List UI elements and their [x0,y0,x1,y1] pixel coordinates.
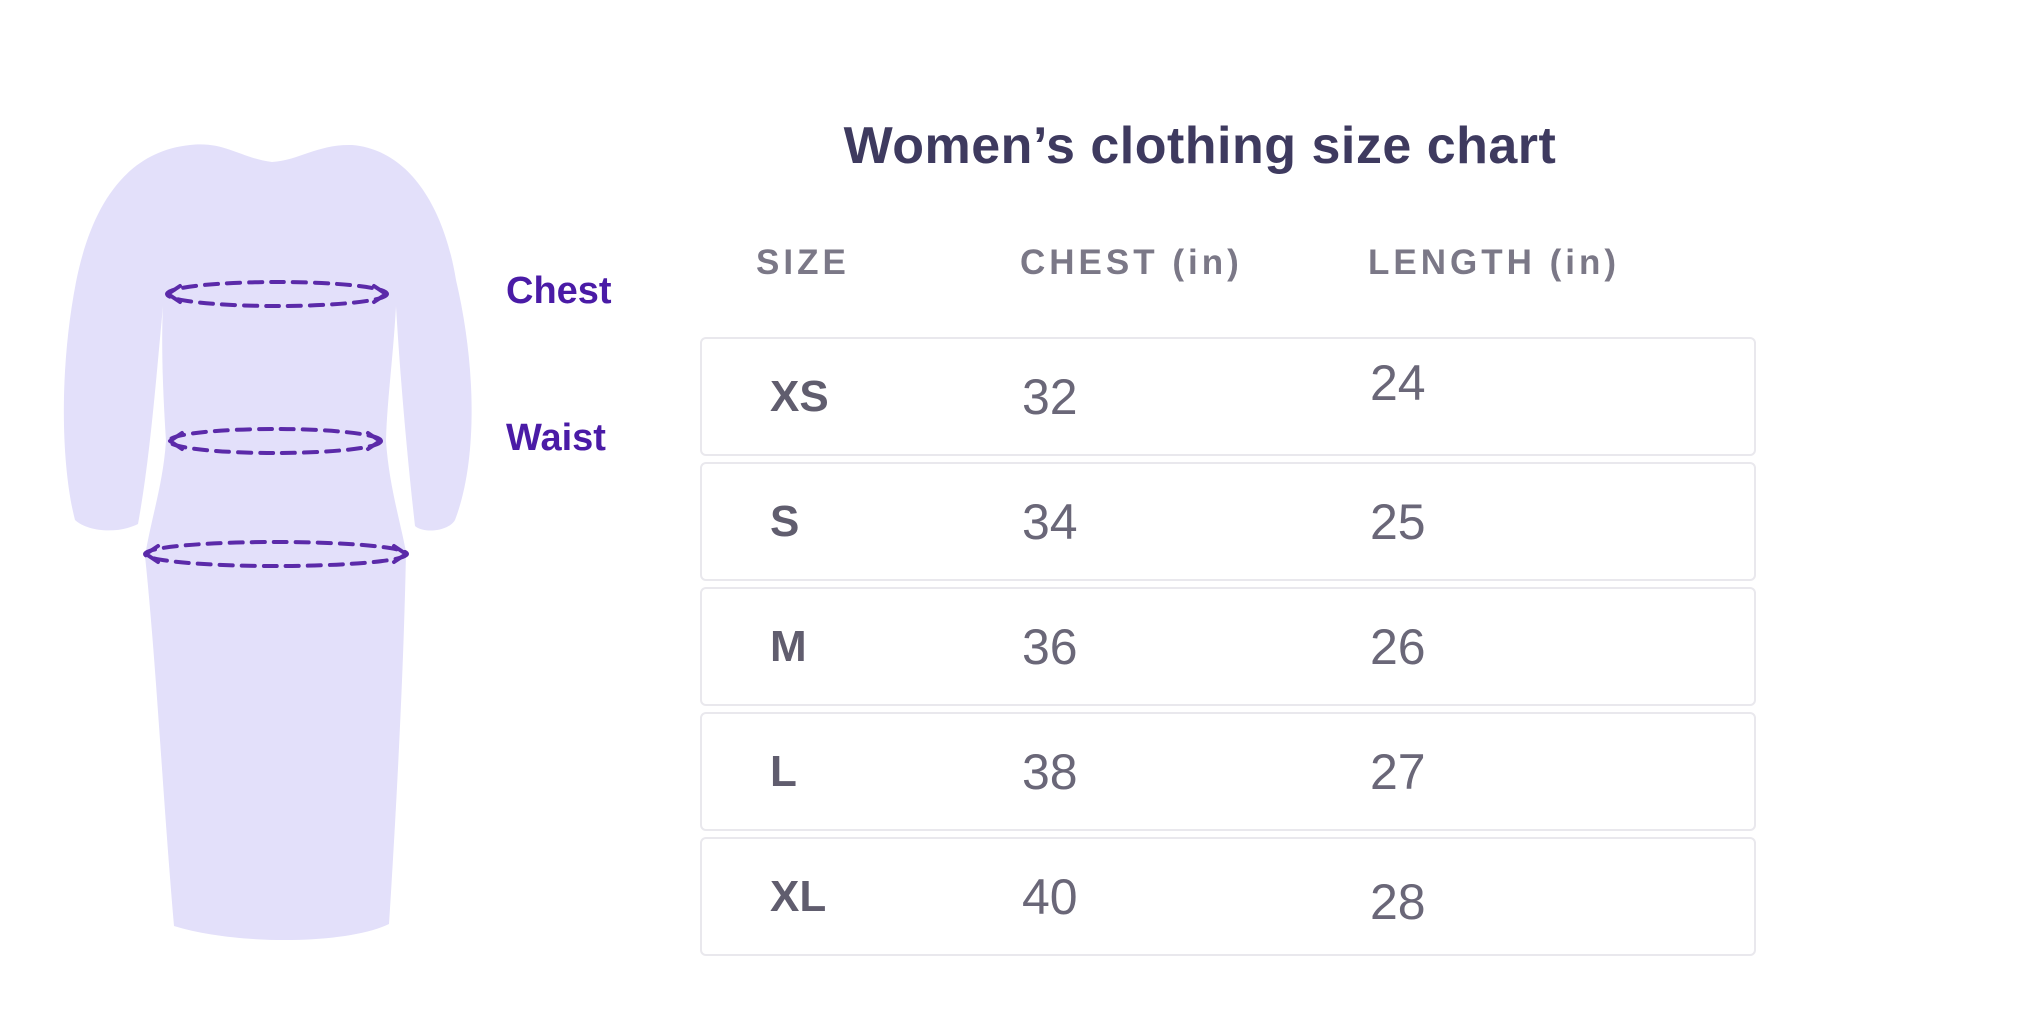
page-title: Women’s clothing size chart [843,117,1557,175]
chest-cell: 40 [1022,868,1078,925]
chest-cell: 36 [1022,618,1078,675]
column-header-chest: CHEST (in) [1020,243,1243,282]
table-row: M 36 26 [700,587,1756,706]
size-cell: S [770,496,800,546]
length-cell: 26 [1370,618,1426,675]
length-cell: 25 [1370,493,1426,550]
length-cell: 27 [1370,743,1426,800]
size-cell: M [770,621,807,671]
size-cell: L [770,746,797,796]
table-row: S 34 25 [700,462,1756,581]
column-header-length: LENGTH (in) [1368,243,1621,282]
length-cell: 24 [1370,354,1426,411]
column-header-size: SIZE [756,243,850,282]
length-cell: 28 [1370,873,1426,930]
size-cell: XS [770,371,829,421]
size-cell: XL [770,871,827,921]
waist-arrowheads-icon [168,431,382,451]
table-header-row: SIZE CHEST (in) LENGTH (in) [700,243,1756,283]
chest-cell: 34 [1022,493,1078,550]
hip-arrowheads-icon [144,544,408,564]
table-row: XL 40 28 [700,837,1756,956]
waist-label: Waist [506,417,606,459]
chest-cell: 32 [1022,368,1078,425]
measurement-lines [143,280,409,568]
chest-arrowheads-icon [166,284,388,304]
dress-silhouette [63,144,472,941]
chest-cell: 38 [1022,743,1078,800]
size-table: XS 32 24 S 34 25 M 36 26 L 38 27 XL 40 2… [700,337,1756,962]
chest-label: Chest [506,270,612,312]
table-row: XS 32 24 [700,337,1756,456]
table-row: L 38 27 [700,712,1756,831]
dress-illustration [63,144,472,941]
